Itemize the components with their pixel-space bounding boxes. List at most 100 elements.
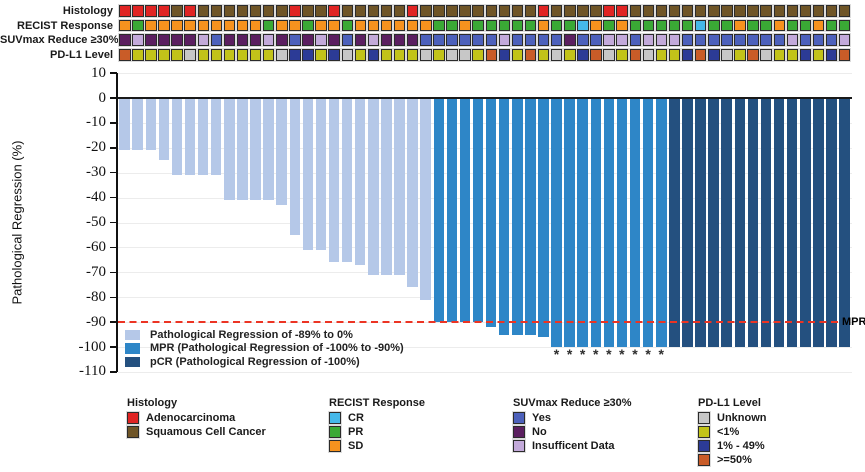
bar <box>132 98 143 151</box>
track-cell <box>590 49 602 61</box>
track-cell <box>328 49 340 61</box>
legend-swatch <box>698 411 710 424</box>
track-cell <box>681 19 694 32</box>
bar-legend-swatch <box>125 356 140 368</box>
y-tick-mark <box>109 271 117 274</box>
track-cell <box>655 49 668 61</box>
track-cell <box>406 5 419 17</box>
bar <box>485 98 497 328</box>
track-cell <box>459 19 471 32</box>
bar <box>368 98 379 275</box>
track-cell <box>158 34 170 46</box>
track-cell <box>210 49 223 61</box>
legend-item-label: CR <box>348 411 364 424</box>
track-cell <box>446 19 458 32</box>
bar <box>158 98 170 161</box>
track-cell <box>472 49 484 61</box>
gridline <box>118 147 852 149</box>
track-cell <box>564 5 576 17</box>
y-tick-label: -80 <box>86 288 106 305</box>
track-cell <box>380 34 393 46</box>
track-cell <box>747 5 759 17</box>
track-cell <box>603 49 615 61</box>
track-cell <box>498 5 511 17</box>
legend-item-label: Unknown <box>717 411 767 424</box>
track-cell <box>459 34 471 46</box>
track-cell <box>249 49 262 61</box>
track-cell <box>223 5 236 17</box>
bar <box>472 98 484 323</box>
bar <box>394 98 405 275</box>
y-tick-label: -10 <box>86 114 106 131</box>
track-label-histology: Histology <box>62 5 113 17</box>
track-cell <box>315 34 327 46</box>
bar <box>328 98 340 263</box>
track-cell <box>734 49 746 61</box>
track-cell <box>655 5 668 17</box>
y-tick-label: -40 <box>86 189 106 206</box>
track-cell <box>132 49 144 61</box>
track-cell <box>393 5 406 17</box>
bar <box>145 98 157 151</box>
track-cell <box>537 49 550 61</box>
legend-item-label: PR <box>348 425 364 438</box>
bar <box>747 98 759 347</box>
track-cell <box>210 5 223 17</box>
y-tick-mark <box>109 346 117 348</box>
track-cell <box>341 49 354 61</box>
asterisk-marker: * <box>619 346 625 362</box>
track-cell <box>760 5 772 17</box>
bar <box>564 98 575 347</box>
legend-swatch <box>329 411 341 424</box>
y-tick-label: -70 <box>86 263 106 280</box>
y-tick-mark <box>109 296 117 298</box>
gridline <box>118 73 852 75</box>
bar <box>302 98 314 250</box>
bar <box>237 98 248 201</box>
track-cell <box>564 19 576 32</box>
track-cell <box>341 19 354 32</box>
bar <box>171 98 183 176</box>
track-cell <box>210 34 223 46</box>
bar-legend-label: MPR (Pathological Regression of -100% to… <box>150 342 404 355</box>
asterisk-marker: * <box>606 346 612 362</box>
track-cell <box>145 5 157 17</box>
track-cell <box>354 34 367 46</box>
track-cell <box>511 5 524 17</box>
legend-title: SUVmax Reduce ≥30% <box>513 397 632 409</box>
track-cell <box>446 5 458 17</box>
track-cell <box>681 34 694 46</box>
track-cell <box>773 5 785 17</box>
track-cell <box>498 49 511 61</box>
track-cell <box>524 49 537 61</box>
bar <box>577 98 588 347</box>
y-axis-title: Pathological Regression (%) <box>9 140 25 305</box>
track-cell <box>603 5 615 17</box>
bar <box>669 98 680 347</box>
track-cell <box>838 49 851 61</box>
track-cell <box>262 19 275 32</box>
track-cell <box>694 5 707 17</box>
track-cell <box>197 34 210 46</box>
bar <box>629 98 641 347</box>
track-cell <box>511 19 524 32</box>
track-cell <box>197 5 210 17</box>
track-cell <box>158 5 170 17</box>
track-cell <box>302 19 314 32</box>
bar <box>119 98 130 151</box>
track-cell <box>734 19 746 32</box>
legend-swatch <box>698 439 710 452</box>
track-cell <box>603 19 615 32</box>
bar <box>197 98 209 176</box>
track-cell <box>629 34 641 46</box>
track-cell <box>380 5 393 17</box>
track-cell <box>132 19 144 32</box>
track-cell <box>315 5 327 17</box>
track-cell <box>393 34 406 46</box>
bar <box>354 98 366 265</box>
track-cell <box>276 49 288 61</box>
track-cell <box>550 34 563 46</box>
track-cell <box>747 19 759 32</box>
track-cell <box>236 19 249 32</box>
track-cell <box>446 34 458 46</box>
